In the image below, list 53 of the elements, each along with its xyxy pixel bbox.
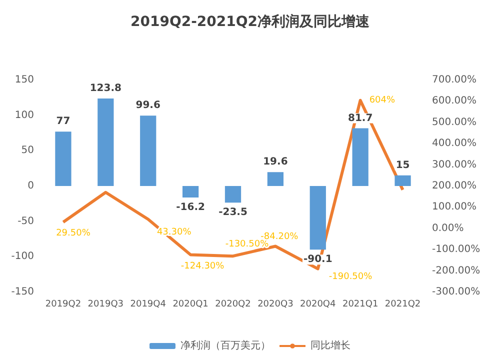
y-tick-label: 100 — [14, 110, 34, 121]
data-label: 19.6 — [263, 156, 288, 168]
data-label: -190.50% — [328, 272, 373, 282]
x-tick-label: 2020Q2 — [215, 300, 251, 310]
y-tick-label: -100 — [11, 251, 34, 262]
y-tick-label: 150 — [14, 74, 34, 86]
y2-tick-label: 600.00% — [432, 96, 476, 107]
y2-tick-label: 400.00% — [432, 138, 476, 150]
y2-tick-label: -100.00% — [432, 244, 480, 256]
data-label: 604% — [369, 95, 396, 106]
y2-tick-label: 300.00% — [432, 159, 476, 170]
legend-label: 净利润（百万美元） — [180, 340, 270, 352]
x-tick-label: 2019Q3 — [88, 300, 124, 310]
data-label: -16.2 — [176, 202, 206, 213]
y2-tick-label: 0.00% — [432, 222, 464, 234]
data-label: -23.5 — [218, 207, 248, 218]
x-tick-label: 2021Q1 — [342, 300, 378, 310]
y-tick-label: -150 — [11, 286, 34, 298]
bar — [224, 186, 242, 203]
x-tick-label: 2019Q2 — [45, 300, 82, 310]
data-label: 29.50% — [56, 228, 91, 239]
y2-tick-label: -300.00% — [432, 286, 480, 298]
bar — [267, 172, 284, 186]
data-label: 99.6 — [136, 100, 160, 112]
bar — [140, 116, 156, 186]
y2-tick-label: -200.00% — [432, 265, 480, 276]
x-tick-label: 2020Q4 — [300, 300, 336, 310]
data-label: 15 — [396, 160, 410, 171]
y2-tick-label: 200.00% — [432, 180, 476, 192]
bar — [55, 132, 72, 186]
y2-tick-label: 100.00% — [432, 202, 476, 213]
y-tick-label: 0 — [28, 180, 34, 192]
data-label: -90.1 — [303, 254, 332, 266]
x-tick-label: 2020Q1 — [172, 300, 208, 310]
legend-label: 同比增长 — [310, 340, 350, 352]
bar — [394, 175, 411, 186]
y-tick-label: 50 — [21, 145, 34, 156]
data-label: -124.30% — [180, 261, 225, 272]
x-tick-label: 2021Q2 — [384, 300, 421, 310]
chart-title: 2019Q2-2021Q2净利润及同比增速 — [130, 13, 371, 30]
bar — [98, 98, 114, 186]
y-tick-label: -50 — [18, 216, 34, 227]
x-tick-label: 2019Q4 — [130, 300, 166, 310]
data-label: 123.8 — [90, 83, 122, 94]
bar — [310, 186, 326, 250]
x-tick-label: 2020Q3 — [258, 300, 294, 310]
data-label: -130.50% — [225, 240, 270, 250]
y2-tick-label: 700.00% — [432, 74, 476, 86]
bar — [352, 128, 368, 186]
y2-tick-label: 500.00% — [432, 116, 476, 128]
bar — [182, 186, 199, 198]
data-label: 81.7 — [348, 112, 373, 124]
data-label: 77 — [56, 116, 70, 128]
